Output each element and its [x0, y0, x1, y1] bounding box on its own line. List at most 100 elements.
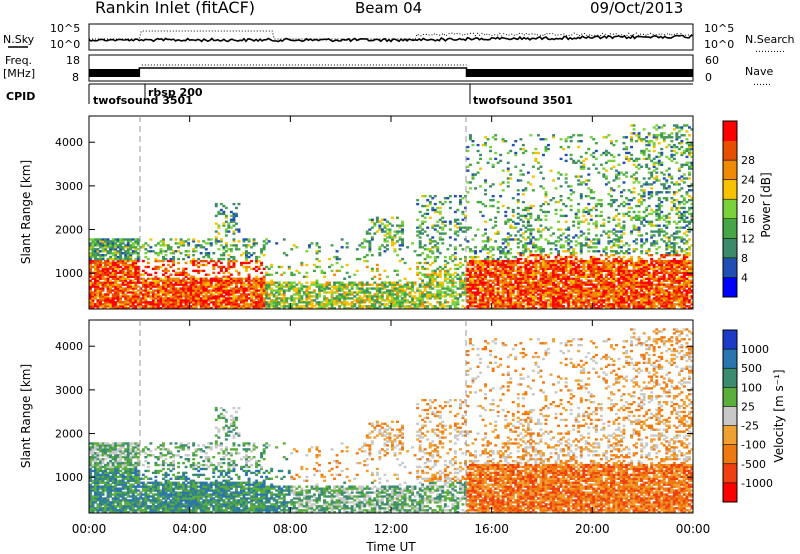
power-cell	[235, 269, 238, 273]
power-cell	[192, 297, 196, 300]
power-cell	[459, 279, 462, 282]
power-cell	[131, 293, 135, 296]
power-cell	[491, 295, 495, 298]
power-cell	[106, 285, 110, 288]
power-cell	[94, 269, 97, 273]
power-cell	[144, 307, 148, 309]
power-cell	[489, 149, 493, 153]
power-cell	[375, 285, 379, 288]
cpid-segment-3: twofsound 3501	[473, 94, 573, 107]
power-cell	[159, 307, 163, 309]
power-cell	[111, 289, 115, 292]
power-cell	[96, 242, 100, 245]
power-cell	[494, 240, 498, 243]
power-cell	[119, 297, 123, 300]
power-cell	[594, 246, 598, 249]
power-cell	[96, 293, 100, 296]
power-cell	[506, 242, 510, 245]
power-cell	[582, 267, 586, 271]
power-cell	[219, 269, 223, 273]
power-cell	[179, 273, 183, 276]
power-cell	[531, 277, 535, 280]
power-cell	[529, 134, 533, 137]
power-cell	[91, 254, 95, 257]
power-cell	[164, 295, 168, 298]
power-cell	[245, 283, 248, 286]
power-cell	[109, 255, 113, 259]
power-cell	[567, 279, 571, 282]
power-cell	[192, 257, 196, 261]
power-cell	[554, 265, 558, 269]
power-cell	[612, 305, 616, 308]
power-cell	[162, 244, 165, 247]
power-cell	[227, 248, 231, 251]
power-cell	[109, 305, 113, 308]
power-cell	[610, 142, 613, 145]
power-cell	[265, 271, 269, 275]
power-cell	[401, 244, 405, 247]
power-cell	[154, 281, 158, 284]
power-cell	[534, 244, 538, 247]
power-cell	[247, 273, 251, 276]
power-cell	[569, 307, 573, 309]
power-cell	[330, 299, 334, 302]
power-cell	[232, 265, 236, 269]
power-cell	[353, 303, 357, 306]
power-cell	[448, 267, 452, 271]
power-cell	[504, 222, 508, 225]
power-cell	[242, 277, 246, 280]
power-cell	[584, 295, 588, 298]
power-cell	[537, 303, 540, 306]
power-cell	[604, 265, 608, 269]
power-cell	[101, 283, 105, 286]
power-cell	[484, 263, 488, 267]
power-cell	[526, 220, 530, 223]
power-cell	[169, 281, 173, 284]
power-cell	[486, 238, 490, 241]
power-cell	[242, 305, 246, 308]
power-cell	[393, 269, 397, 273]
power-cell	[149, 246, 153, 249]
power-cell	[89, 305, 92, 308]
power-cell	[255, 265, 259, 269]
power-cell	[431, 261, 435, 265]
power-cell	[174, 305, 178, 308]
power-cell	[574, 234, 578, 237]
power-cell	[509, 305, 513, 308]
power-cell	[564, 269, 568, 273]
power-cell	[584, 305, 588, 308]
power-cell	[481, 246, 485, 249]
power-cell	[416, 303, 420, 306]
power-cell	[617, 307, 621, 309]
power-cell	[224, 287, 228, 290]
power-cell	[114, 269, 118, 273]
power-cell	[129, 259, 133, 263]
power-cell	[501, 252, 505, 255]
power-cell	[136, 297, 140, 300]
power-cell	[547, 254, 550, 257]
power-cell	[431, 271, 435, 275]
power-cell	[501, 248, 505, 251]
power-cell	[396, 230, 399, 233]
power-cell	[164, 287, 168, 290]
power-cell	[519, 169, 523, 172]
power-cell	[544, 261, 548, 265]
power-cell	[242, 238, 246, 241]
power-cell	[446, 301, 450, 304]
power-cell	[524, 267, 528, 271]
power-cell	[325, 303, 329, 306]
power-cell	[582, 232, 586, 235]
power-cell	[267, 281, 271, 284]
power-cell	[126, 263, 130, 267]
power-cell	[599, 299, 603, 302]
power-cell	[99, 263, 103, 267]
power-cell	[433, 297, 437, 300]
power-cell	[499, 255, 503, 259]
power-cell	[617, 303, 621, 306]
power-cell	[489, 303, 493, 306]
power-cell	[564, 173, 568, 176]
power-cell	[574, 252, 578, 255]
power-cell	[418, 289, 422, 292]
power-cell	[448, 273, 452, 276]
power-cell	[375, 267, 379, 271]
